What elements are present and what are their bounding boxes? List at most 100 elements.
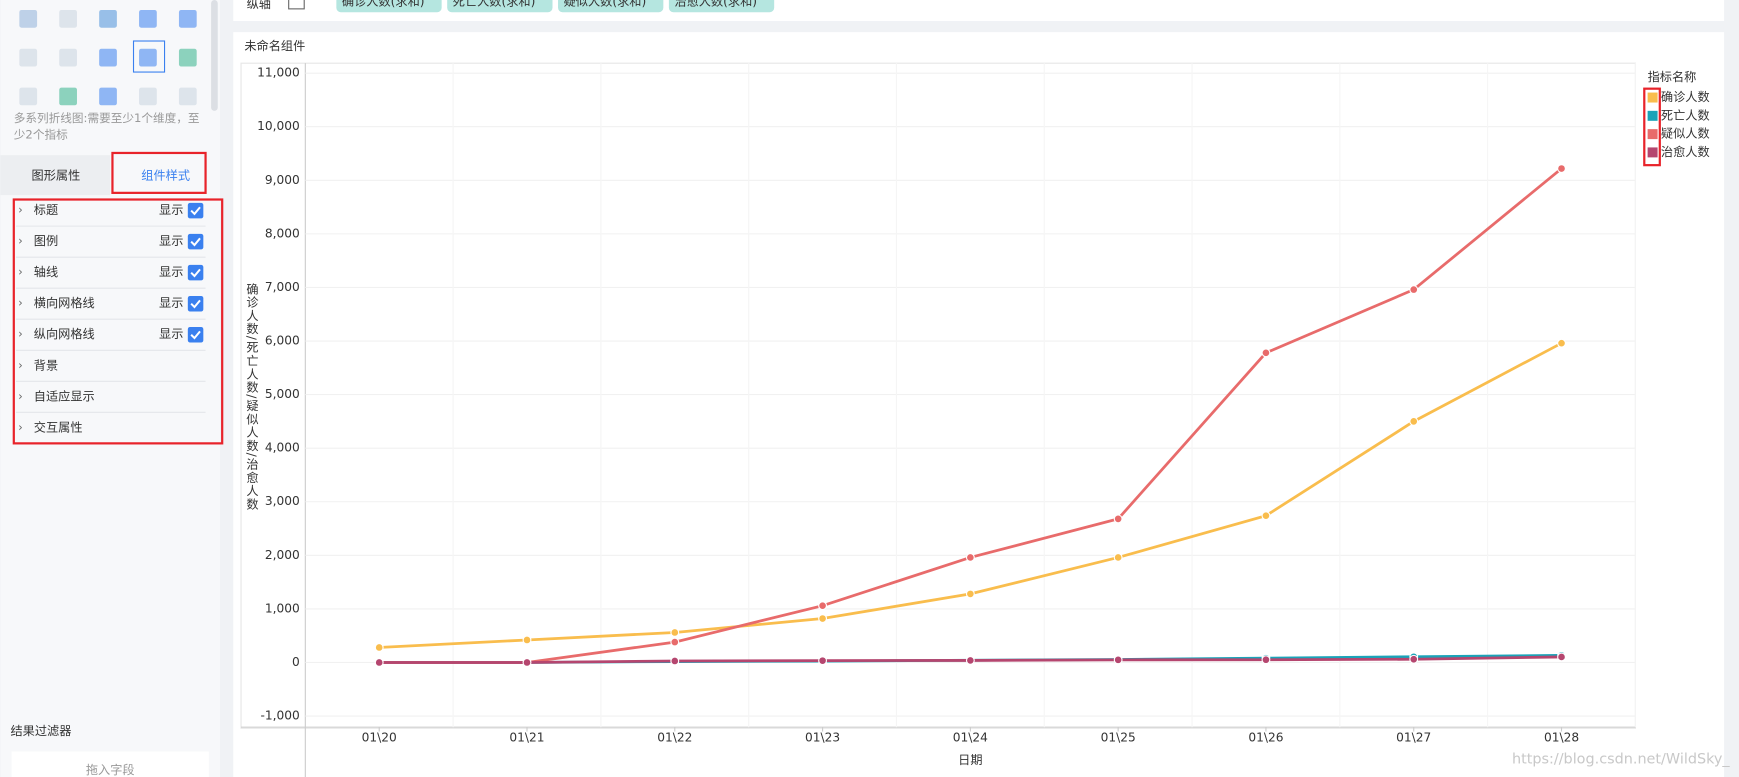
data-point — [670, 628, 680, 637]
data-point — [1113, 655, 1123, 665]
checkbox[interactable] — [187, 326, 204, 343]
chart-hint: 少2个指标 — [14, 128, 68, 142]
chart-type-icon[interactable] — [178, 9, 197, 28]
chevron: › — [18, 204, 22, 217]
drop-zone[interactable] — [11, 751, 209, 777]
data-point — [522, 635, 532, 645]
chevron: › — [18, 390, 22, 403]
chart-type-icon[interactable] — [59, 48, 77, 67]
data-point — [1261, 511, 1271, 521]
y-axis-title: 确诊人数/死亡人数/疑似人数/治愈人数 — [245, 282, 259, 511]
chart-type-icon[interactable] — [178, 48, 197, 67]
check — [190, 237, 201, 247]
y-tick-label: -1,000 — [260, 709, 299, 723]
data-point — [818, 614, 828, 623]
legend-label[interactable]: 确诊人数 — [1661, 89, 1710, 104]
chart-type-icon[interactable] — [19, 9, 38, 28]
y-tick-label: 7,000 — [265, 280, 300, 294]
y-tick-label: 1,000 — [265, 601, 300, 615]
legend-swatch[interactable] — [1647, 147, 1658, 158]
chart-type-icon[interactable] — [178, 87, 197, 106]
data-point — [1557, 338, 1566, 348]
chart-type-icon[interactable] — [99, 87, 117, 106]
check — [190, 268, 201, 278]
data-point — [670, 637, 680, 647]
legend-swatch[interactable] — [1647, 129, 1658, 140]
field-pills: 确诊人数(求和) 死亡人数(求和) 疑似人数(求和) 治愈人数(求和) — [336, 0, 775, 13]
data-point — [1113, 514, 1123, 524]
data-point — [818, 656, 828, 666]
y-tick-label: 0 — [292, 655, 300, 669]
field-pill-label: 治愈人数(求和) — [674, 0, 757, 9]
chart-type-icon[interactable] — [19, 87, 38, 106]
tab-active[interactable]: 组件样式 — [141, 168, 190, 183]
style-item[interactable]: 背景 — [34, 358, 58, 372]
tab-bg — [0, 155, 111, 196]
x-tick-label: 01\20 — [362, 731, 397, 745]
selected-icon — [132, 40, 166, 73]
drop-hint: 拖入字段 — [86, 762, 135, 777]
field-pill[interactable] — [447, 0, 553, 13]
checkbox[interactable] — [187, 233, 204, 250]
chart-type-icon[interactable] — [19, 48, 38, 67]
chart-title: 未命名组件 — [244, 38, 305, 53]
style-item[interactable]: 自适应显示 — [34, 388, 95, 403]
y-tick-label: 2,000 — [265, 548, 300, 562]
axis-label: 纵轴 — [247, 0, 271, 11]
field-pill[interactable] — [668, 0, 775, 13]
toggle-label: 显示 — [159, 203, 183, 217]
legend-swatch[interactable] — [1647, 110, 1658, 121]
chevron: › — [18, 266, 22, 279]
watermark: https://blog.csdn.net/WildSky_ — [1512, 751, 1730, 767]
chart-type-icon[interactable] — [139, 48, 157, 67]
style-item[interactable]: 轴线 — [34, 264, 58, 279]
y-tick-label: 3,000 — [265, 494, 300, 508]
x-tick-label: 01\21 — [509, 731, 544, 745]
y-tick-label: 8,000 — [265, 226, 300, 240]
x-tick-label: 01\23 — [805, 731, 840, 745]
chart-type-icon[interactable] — [59, 87, 77, 106]
chart-type-icons — [19, 9, 197, 106]
toggle-label: 显示 — [159, 296, 183, 310]
data-point — [965, 655, 975, 665]
style-item[interactable]: 标题 — [34, 203, 58, 217]
style-item[interactable]: 图例 — [34, 234, 58, 248]
chart-type-icon[interactable] — [59, 9, 77, 28]
chart-type-icon[interactable] — [99, 9, 117, 28]
chart-type-icon[interactable] — [139, 9, 157, 28]
field-pill[interactable] — [336, 0, 442, 13]
toggle-label: 显示 — [159, 327, 183, 341]
x-tick-label: 01\22 — [657, 731, 692, 745]
legend-label[interactable]: 死亡人数 — [1661, 107, 1710, 122]
y-tick-label: 5,000 — [265, 387, 300, 401]
chart-hint: 多系列折线图:需要至少1个维度，至 — [14, 111, 200, 125]
legend-swatch[interactable] — [1647, 92, 1658, 103]
checkbox[interactable] — [187, 202, 204, 219]
y-tick-label: 6,000 — [265, 334, 300, 348]
x-tick-label: 01\28 — [1544, 731, 1579, 745]
style-item[interactable]: 交互属性 — [34, 419, 83, 434]
toggle-label: 显示 — [159, 234, 183, 248]
style-item[interactable]: 横向网格线 — [34, 295, 95, 310]
icon[interactable] — [288, 0, 305, 10]
y-tick-label: 11,000 — [257, 66, 300, 80]
chevron: › — [18, 328, 22, 341]
data-point — [1261, 655, 1271, 665]
field-pill[interactable] — [558, 0, 664, 13]
x-tick-label: 01\27 — [1396, 731, 1431, 745]
chart-type-icon[interactable] — [99, 48, 117, 67]
y-tick-label: 4,000 — [265, 441, 300, 455]
checkbox[interactable] — [187, 264, 204, 281]
tab[interactable]: 图形属性 — [32, 169, 81, 183]
data-point — [1409, 654, 1419, 664]
check — [190, 206, 201, 216]
chart-type-icon[interactable] — [139, 87, 157, 106]
data-point — [1261, 348, 1271, 358]
highlight — [1643, 87, 1661, 167]
checkbox[interactable] — [187, 295, 204, 312]
legend-label[interactable]: 治愈人数 — [1661, 144, 1710, 159]
field-pill-label: 死亡人数(求和) — [453, 0, 536, 9]
legend-label[interactable]: 疑似人数 — [1661, 126, 1710, 141]
style-item[interactable]: 纵向网格线 — [34, 326, 95, 341]
